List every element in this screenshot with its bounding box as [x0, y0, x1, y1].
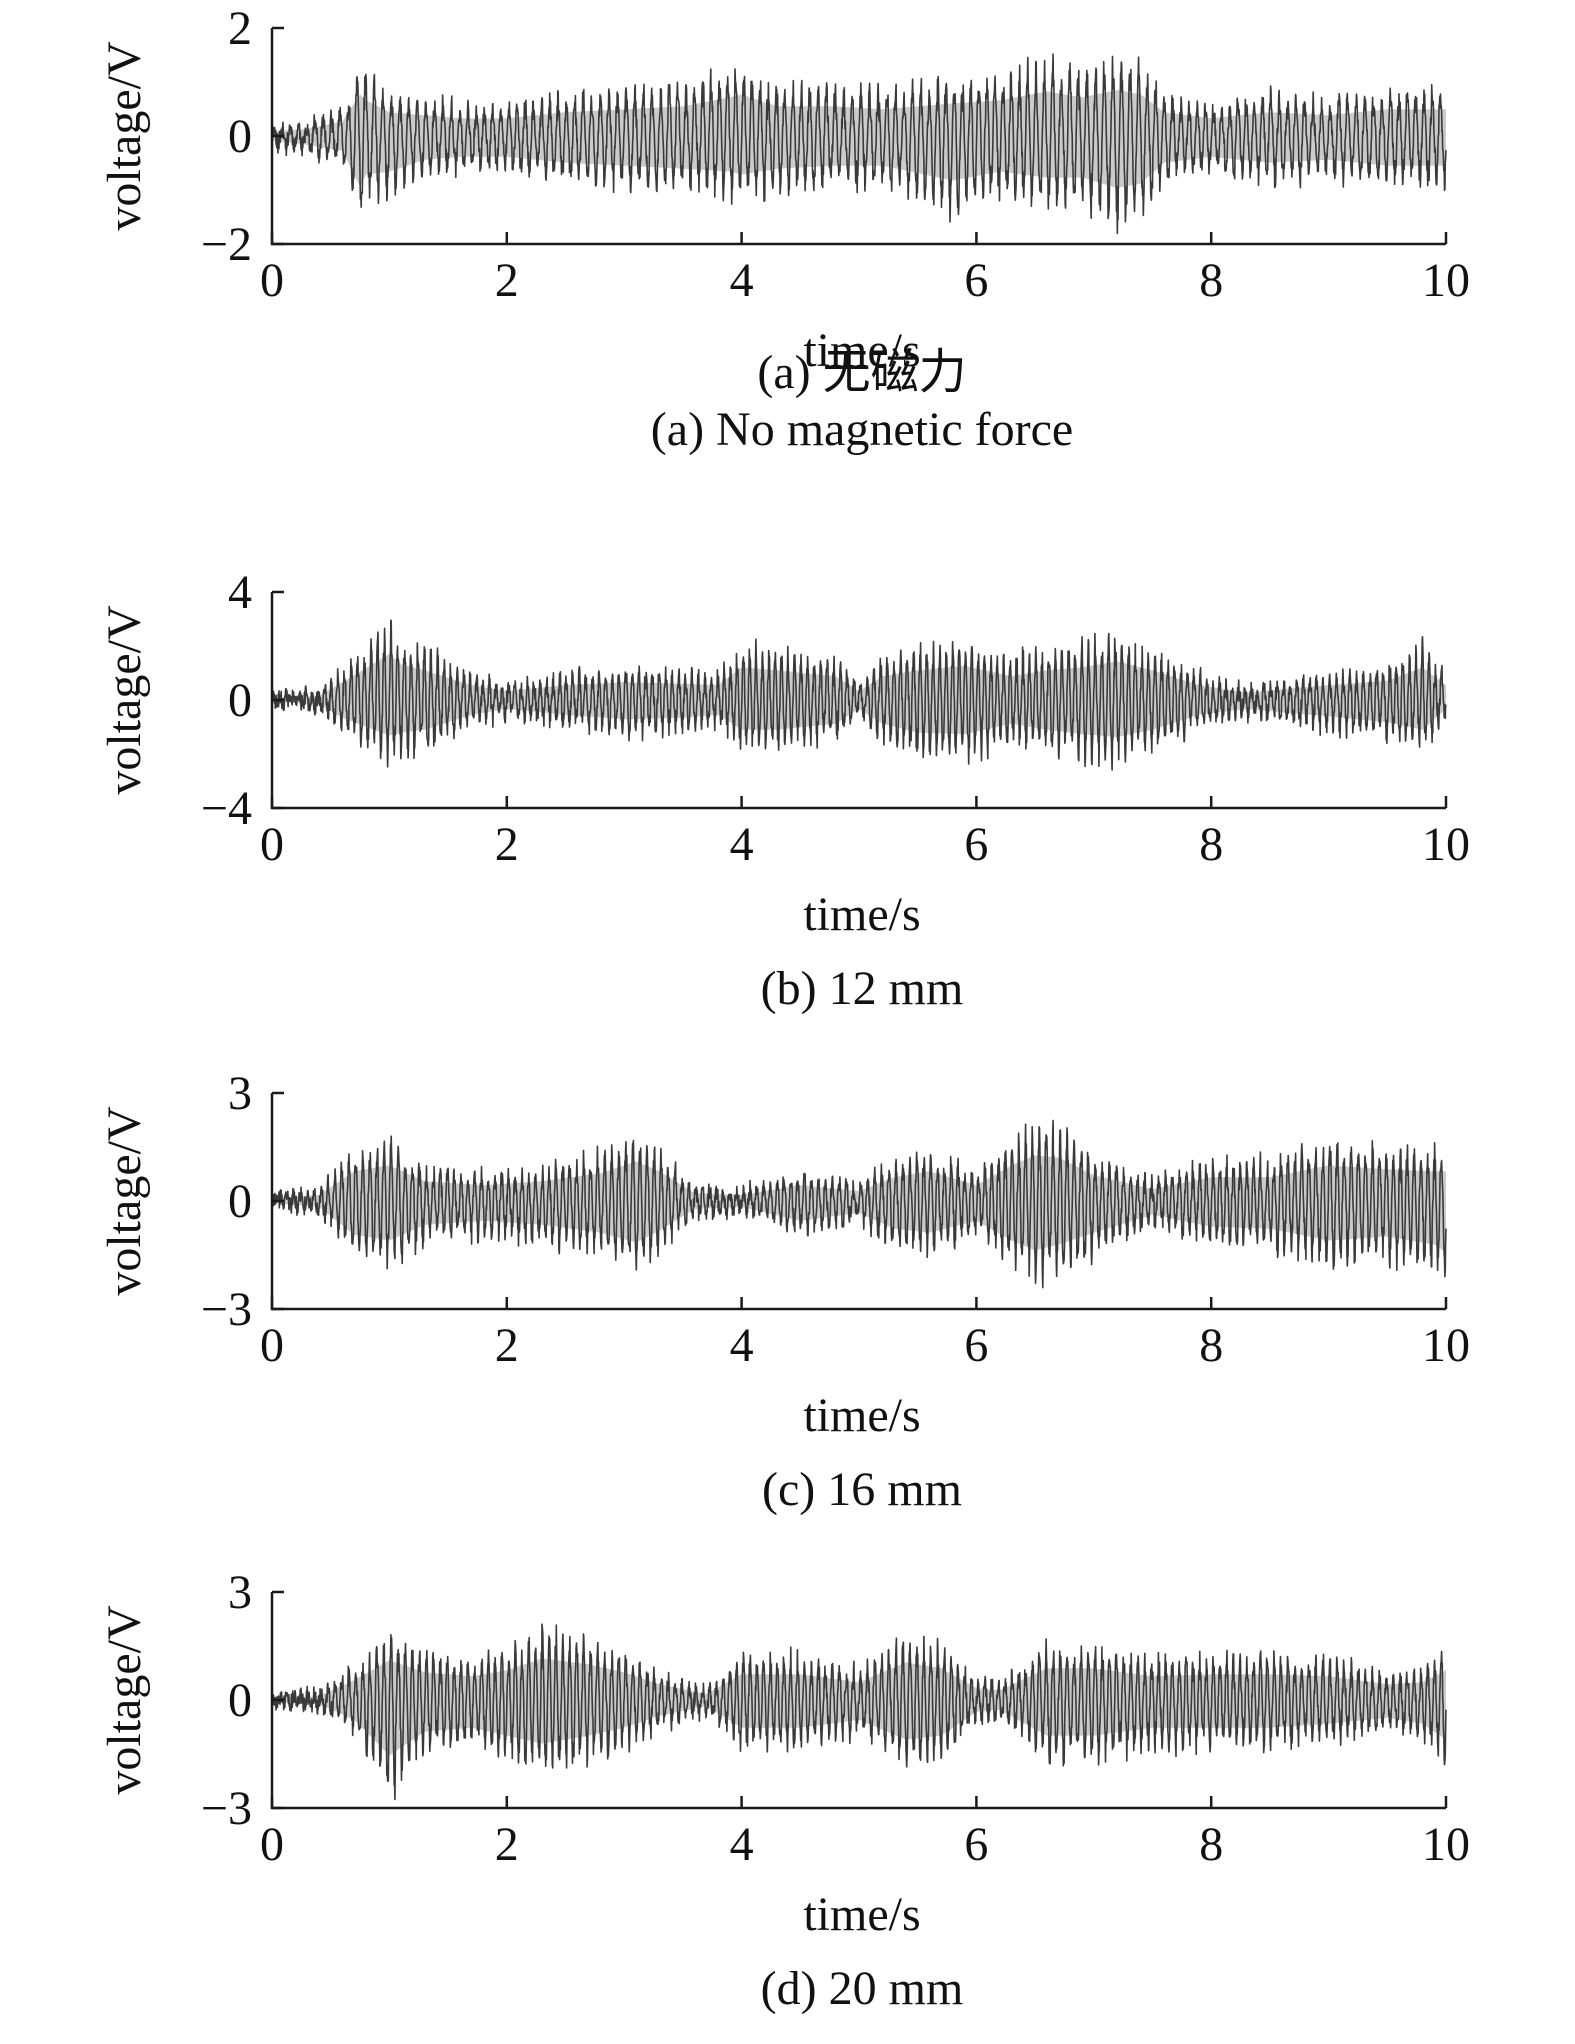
x-axis-label: time/s: [803, 1389, 920, 1442]
x-tick-label: 4: [730, 1818, 754, 1871]
signal-trace: [271, 1119, 1447, 1289]
panel-caption: (a) 无磁力: [757, 346, 966, 399]
x-tick-label: 4: [730, 254, 754, 307]
signal-trace: [271, 53, 1447, 235]
y-tick-label: 3: [228, 1067, 252, 1120]
y-tick-label: 0: [228, 1674, 252, 1727]
panel-a: voltage/V time/s (a) 无磁力 (a) No magnetic…: [98, 2, 1470, 456]
x-tick-label: 6: [964, 254, 988, 307]
y-tick-label: −3: [201, 1782, 252, 1835]
y-tick-label: 0: [228, 1175, 252, 1228]
y-tick-label: 4: [228, 566, 252, 619]
x-tick-label: 2: [495, 818, 519, 871]
x-tick-label: 0: [260, 1818, 284, 1871]
x-tick-label: 10: [1422, 818, 1470, 871]
x-tick-label: 8: [1199, 1818, 1223, 1871]
x-tick-label: 10: [1422, 1818, 1470, 1871]
panel-caption: (d) 20 mm: [761, 1962, 964, 2015]
y-axis-label: voltage/V: [98, 1106, 151, 1296]
x-tick-label: 6: [964, 1818, 988, 1871]
x-tick-label: 10: [1422, 254, 1470, 307]
y-tick-label: 0: [228, 674, 252, 727]
y-tick-label: 2: [228, 2, 252, 55]
signal-trace: [271, 619, 1447, 771]
panel-caption: (c) 16 mm: [762, 1463, 962, 1516]
y-tick-label: 0: [228, 110, 252, 163]
x-tick-label: 6: [964, 818, 988, 871]
x-tick-label: 8: [1199, 818, 1223, 871]
y-tick-label: −4: [201, 782, 252, 835]
x-tick-label: 4: [730, 818, 754, 871]
y-axis-label: voltage/V: [98, 1605, 151, 1795]
x-tick-label: 8: [1199, 1319, 1223, 1372]
x-tick-label: 8: [1199, 254, 1223, 307]
panel-caption: (b) 12 mm: [761, 962, 964, 1015]
x-tick-label: 0: [260, 254, 284, 307]
x-axis-label: time/s: [803, 1888, 920, 1941]
x-axis-label: time/s: [803, 888, 920, 941]
x-tick-label: 10: [1422, 1319, 1470, 1372]
y-tick-label: −3: [201, 1283, 252, 1336]
x-tick-label: 4: [730, 1319, 754, 1372]
y-tick-label: 3: [228, 1566, 252, 1619]
y-tick-label: −2: [201, 218, 252, 271]
x-tick-label: 0: [260, 1319, 284, 1372]
x-tick-label: 2: [495, 254, 519, 307]
signal-trace: [271, 1623, 1447, 1801]
x-tick-label: 2: [495, 1319, 519, 1372]
x-tick-label: 0: [260, 818, 284, 871]
y-axis-label: voltage/V: [98, 41, 151, 231]
x-tick-label: 6: [964, 1319, 988, 1372]
x-tick-label: 2: [495, 1818, 519, 1871]
panel-caption-en: (a) No magnetic force: [651, 403, 1073, 456]
y-axis-label: voltage/V: [98, 605, 151, 795]
x-axis-label: time/s: [803, 324, 920, 377]
